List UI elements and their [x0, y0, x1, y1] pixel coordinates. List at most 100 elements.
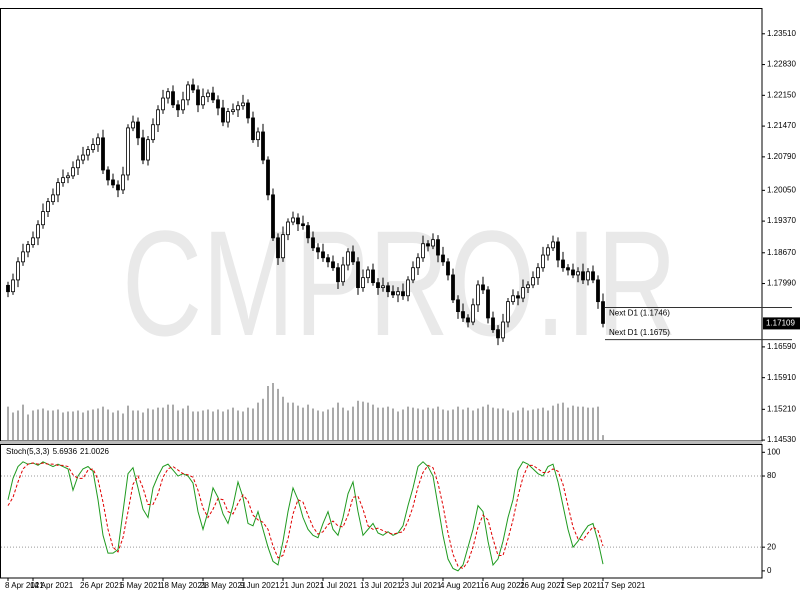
candle-body [261, 131, 265, 161]
x-tick-label: 18 May 2021 [160, 581, 207, 590]
candle-body [16, 261, 20, 281]
candle-body [566, 267, 570, 271]
candle-body [476, 284, 480, 306]
candle-body [536, 267, 540, 279]
candle-body [196, 89, 200, 106]
stoch-line [7, 461, 604, 572]
y-tick-label: 100 [767, 447, 781, 456]
candle-body [126, 127, 130, 176]
x-tick-label: 4 Aug 2021 [440, 581, 481, 590]
candle-body [251, 117, 255, 141]
y-tick-label: 1.21470 [767, 121, 796, 130]
x-tick-label: 14 Apr 2021 [30, 581, 74, 590]
candle-body [131, 121, 135, 129]
candle-body [31, 237, 35, 246]
candle-body [201, 96, 205, 106]
candle-body [206, 92, 210, 98]
stoch-name: Stoch(5,3,3) [6, 447, 50, 456]
candle-body [151, 124, 155, 141]
candle-body [546, 247, 550, 256]
candle-body [96, 137, 100, 146]
candle-body [551, 241, 555, 249]
y-tick-label: 1.14530 [767, 435, 796, 444]
candle-body [156, 109, 160, 126]
candle-body [331, 261, 335, 269]
candle-body [81, 154, 85, 161]
candle-body [431, 239, 435, 247]
candle-body [596, 279, 600, 303]
candle-body [221, 107, 225, 123]
x-tick-label: 28 May 2021 [200, 581, 247, 590]
y-tick-label: 1.20790 [767, 152, 796, 161]
candle-body [51, 194, 55, 203]
candle-body [281, 234, 285, 259]
candle-body [111, 179, 115, 186]
stoch-pane [0, 444, 763, 579]
candle-body [511, 295, 515, 303]
candle-body [6, 284, 10, 293]
candle-body [146, 139, 150, 161]
candle-body [76, 159, 80, 169]
y-tick-label: 1.20050 [767, 185, 796, 194]
x-tick-label: 8 Apr 2021 [5, 581, 44, 590]
candle-body [121, 174, 125, 191]
candle-body [571, 269, 575, 276]
candle-body [446, 261, 450, 276]
candle-body [171, 91, 175, 106]
candle-body [71, 167, 75, 177]
candle-body [276, 237, 280, 259]
candle-body [301, 223, 305, 227]
candle-body [491, 317, 495, 331]
candle-body [286, 221, 290, 236]
candle-body [516, 295, 520, 299]
y-tick-label: 1.18670 [767, 248, 796, 257]
candle-body [56, 182, 60, 196]
candle-body [216, 99, 220, 109]
candle-body [501, 321, 505, 339]
y-tick-label: 0 [767, 566, 772, 575]
candle-body [541, 254, 545, 269]
candle-body [366, 269, 370, 279]
x-tick-label: 6 May 2021 [120, 581, 162, 590]
candle-body [86, 149, 90, 156]
candle-body [306, 225, 310, 239]
candle-body [321, 251, 325, 259]
y-tick-label: 1.15210 [767, 404, 796, 413]
candle-body [436, 239, 440, 256]
candle-body [376, 282, 380, 289]
x-tick-label: 26 Aug 2021 [520, 581, 565, 590]
pane-separator [0, 441, 762, 444]
candle-body [336, 267, 340, 283]
candle-body [66, 175, 70, 179]
candle-body [361, 277, 365, 289]
candle-body [586, 271, 590, 281]
candle-body [106, 169, 110, 181]
candle-body [581, 271, 585, 281]
candle-body [311, 237, 315, 249]
candle-body [116, 184, 120, 191]
candle-body [526, 284, 530, 289]
candle-body [466, 317, 470, 323]
y-tick-label: 1.15910 [767, 373, 796, 382]
candle-body [441, 254, 445, 263]
candle-body [36, 224, 40, 239]
candle-body [496, 329, 500, 339]
y-tick-label: 1.17990 [767, 279, 796, 288]
candle-body [421, 243, 425, 259]
candle-body [401, 291, 405, 297]
y-tick-label: 1.19370 [767, 216, 796, 225]
candle-body [371, 269, 375, 284]
candle-body [161, 97, 165, 111]
candle-body [556, 241, 560, 261]
candle-body [456, 299, 460, 312]
candle-body [91, 144, 95, 151]
candle-body [211, 92, 215, 101]
candle-body [486, 289, 490, 319]
candle-body [316, 247, 320, 253]
candle-body [256, 131, 260, 141]
x-tick-label: 23 Jul 2021 [400, 581, 442, 590]
candle-body [191, 84, 195, 91]
candle-body [521, 287, 525, 299]
current-price-box [763, 317, 800, 330]
